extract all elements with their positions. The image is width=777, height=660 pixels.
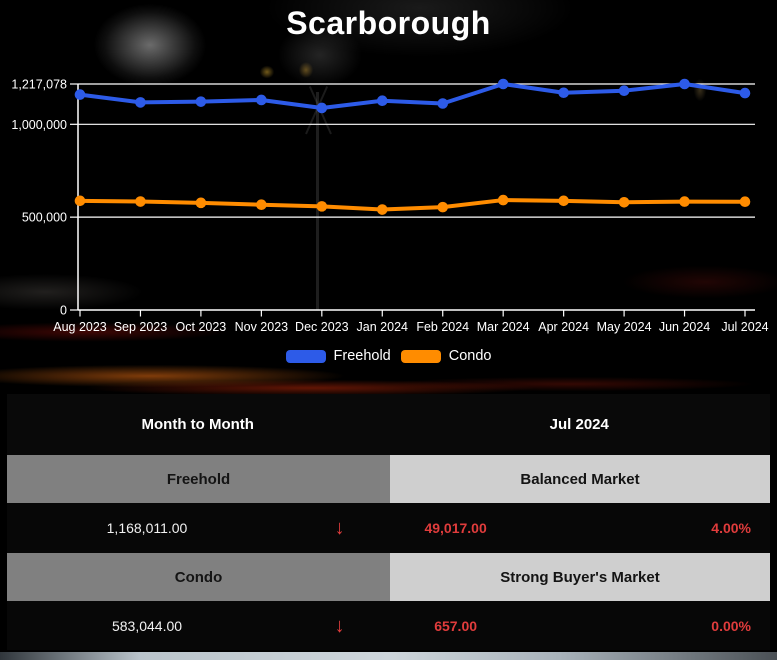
condo-change-percent: 0.00% <box>711 617 751 634</box>
condo-values-row: 583,044.00 ↓ 657.00 0.00% <box>7 601 770 650</box>
freehold-point <box>618 85 630 96</box>
y-axis-tick-label: 1,217,078 <box>11 78 67 92</box>
condo-point <box>558 195 569 207</box>
table-header-row: Month to Month Jul 2024 <box>7 394 770 455</box>
street-lamp-pole <box>316 92 319 310</box>
freehold-point <box>558 87 569 99</box>
legend-item-condo[interactable]: Condo <box>400 348 492 364</box>
condo-point <box>618 196 630 208</box>
market-status-freehold: Balanced Market <box>390 455 770 503</box>
x-axis-tick-label: Dec 2023 <box>295 320 349 334</box>
freehold-point <box>739 87 751 99</box>
chart-legend: Freehold Condo <box>0 345 777 367</box>
condo-line <box>78 198 747 212</box>
condo-swatch-icon <box>400 349 441 363</box>
x-axis-tick-label: Nov 2023 <box>235 320 289 334</box>
category-condo: Condo <box>7 553 390 601</box>
freehold-point <box>256 94 267 106</box>
y-axis-tick-label: 500,000 <box>22 211 67 225</box>
freehold-point <box>74 89 86 100</box>
condo-point <box>256 199 267 211</box>
condo-point <box>376 204 388 215</box>
legend-label: Freehold <box>333 348 391 364</box>
y-axis-tick-label: 0 <box>60 304 67 318</box>
freehold-line <box>78 82 747 110</box>
legend-label: Condo <box>448 348 492 364</box>
price-trend-chart: 0 500,000 1,000,000 1,217,078 Aug 2023 Sep 20… <box>11 78 768 335</box>
x-axis-tick-label: Jan 2024 <box>357 320 408 334</box>
x-axis-tick-label: Apr 2024 <box>538 320 589 334</box>
freehold-point <box>497 78 509 90</box>
condo-point <box>135 196 146 207</box>
freehold-values-row: 1,168,011.00 ↓ 49,017.00 4.00% <box>7 503 770 553</box>
freehold-price: 1,168,011.00 <box>106 520 188 536</box>
freehold-point <box>376 95 388 107</box>
condo-change-amount: 657.00 <box>434 617 478 634</box>
freehold-change-amount: 49,017.00 <box>424 520 487 536</box>
market-summary-table: Month to Month Jul 2024 Freehold Balance… <box>7 394 770 650</box>
condo-point <box>679 196 690 207</box>
freehold-swatch-icon <box>285 349 326 363</box>
condo-label-row: Condo Strong Buyer's Market <box>7 553 770 601</box>
header-month-to-month: Month to Month <box>141 416 254 433</box>
freehold-point <box>195 96 207 107</box>
x-axis-tick-label: Oct 2023 <box>176 320 227 334</box>
legend-item-freehold[interactable]: Freehold <box>285 348 391 364</box>
condo-point <box>74 195 86 207</box>
x-axis-tick-label: Jul 2024 <box>721 320 768 334</box>
road-light-strip <box>0 652 777 660</box>
category-freehold: Freehold <box>7 455 390 503</box>
header-current-month: Jul 2024 <box>549 416 609 433</box>
freehold-point <box>316 102 328 114</box>
freehold-point <box>135 97 146 108</box>
x-axis-tick-label: Mar 2024 <box>477 320 530 334</box>
freehold-change-percent: 4.00% <box>711 520 751 536</box>
condo-point <box>316 201 328 212</box>
condo-point <box>195 197 207 209</box>
x-axis-tick-label: Jun 2024 <box>659 320 710 334</box>
freehold-point <box>437 98 449 109</box>
x-axis-tick-label: Sep 2023 <box>114 320 168 334</box>
market-status-condo: Strong Buyer's Market <box>390 553 770 601</box>
condo-point <box>437 201 449 213</box>
down-arrow-icon: ↓ <box>334 614 345 637</box>
freehold-point <box>679 78 690 90</box>
condo-point <box>739 196 751 208</box>
page-title: Scarborough <box>286 5 491 41</box>
condo-price: 583,044.00 <box>111 617 183 634</box>
x-axis-tick-label: Feb 2024 <box>416 320 469 334</box>
condo-point <box>497 194 509 206</box>
down-arrow-icon: ↓ <box>334 517 345 539</box>
freehold-label-row: Freehold Balanced Market <box>7 455 770 503</box>
x-axis-tick-label: Aug 2023 <box>53 320 107 334</box>
y-axis-tick-label: 1,000,000 <box>11 118 67 132</box>
x-axis-tick-label: May 2024 <box>597 320 652 334</box>
